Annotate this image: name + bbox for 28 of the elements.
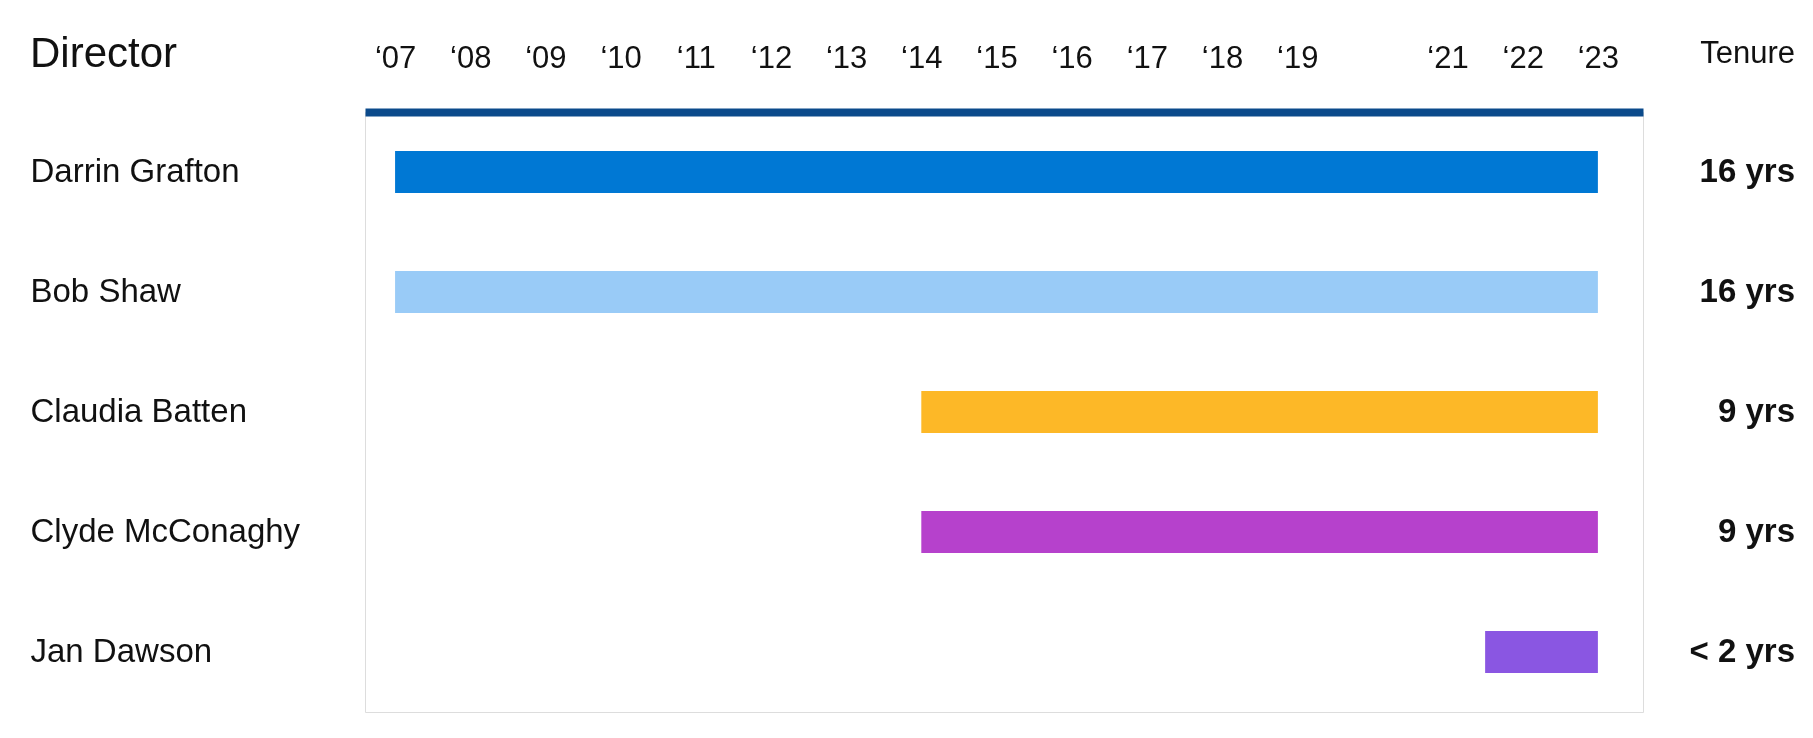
y-tick-label: Jan Dawson — [30, 632, 213, 669]
x-tick-label: ‘18 — [1201, 39, 1244, 75]
x-tick-label: ‘09 — [525, 39, 567, 75]
x-tick-label: ‘07 — [374, 39, 417, 75]
data-label: 16 yrs — [1699, 272, 1795, 309]
x-tick-label: ‘22 — [1502, 39, 1544, 75]
text: Tenure — [1700, 35, 1795, 70]
x-tick-label: ‘08 — [450, 39, 492, 75]
data-label: < 2 yrs — [1689, 632, 1795, 669]
x-tick-label: ‘12 — [750, 39, 793, 75]
y-tick-label: Claudia Batten — [30, 392, 247, 429]
x-tick-label: ‘10 — [600, 39, 642, 75]
x-tick-label: ‘14 — [901, 39, 943, 75]
x-tick-label: ‘11 — [676, 39, 716, 75]
x-tick-label: ‘17 — [1126, 39, 1169, 75]
y-axis-title: Director — [30, 29, 178, 76]
y-tick-label: Bob Shaw — [30, 272, 182, 309]
y-tick-label: Darrin Grafton — [30, 152, 240, 189]
x-tick-label: ‘16 — [1051, 39, 1093, 75]
x-tick-label: ‘13 — [825, 39, 868, 75]
y-tick-label: Clyde McConaghy — [30, 512, 301, 549]
x-tick-label: ‘19 — [1277, 39, 1319, 75]
x-tick-label: ‘15 — [976, 39, 1018, 75]
data-label: 9 yrs — [1717, 392, 1795, 429]
data-label: 9 yrs — [1717, 512, 1795, 549]
x-tick-label: ‘23 — [1577, 39, 1620, 75]
data-label: 16 yrs — [1699, 152, 1795, 189]
x-tick-label: ‘21 — [1427, 39, 1469, 75]
